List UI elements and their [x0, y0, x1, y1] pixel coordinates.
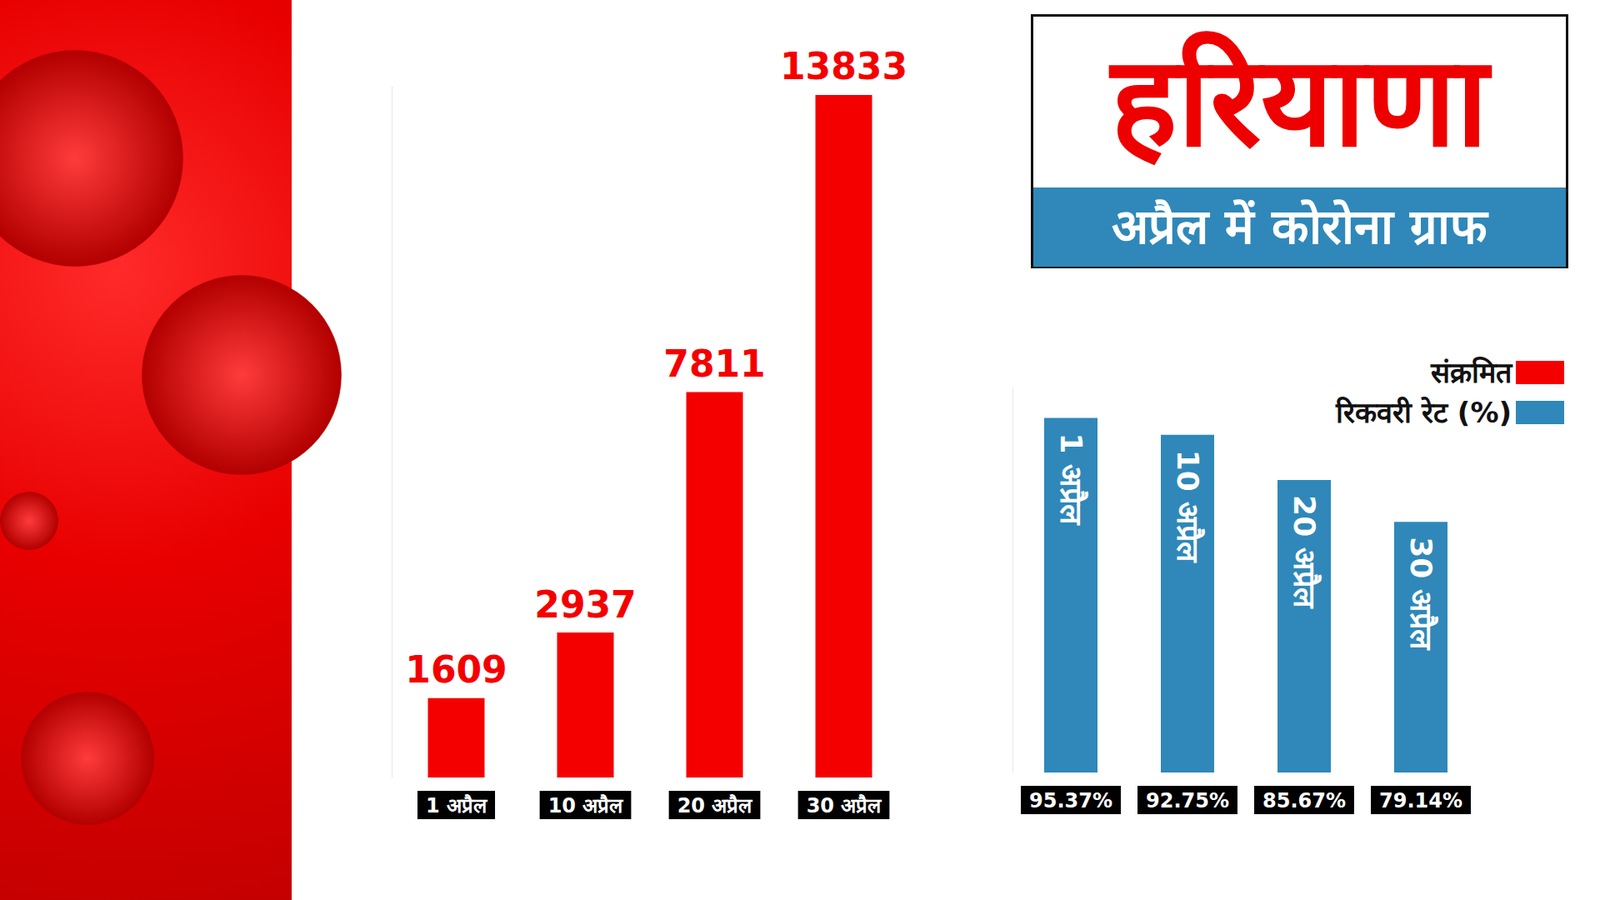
svg-text:2937: 2937 — [534, 583, 636, 626]
svg-text:10 अप्रैल: 10 अप्रैल — [1170, 450, 1205, 565]
svg-text:13833: 13833 — [780, 45, 908, 88]
svg-text:संक्रमित: संक्रमित — [1430, 355, 1514, 390]
svg-text:79.14%: 79.14% — [1379, 789, 1463, 813]
svg-text:20 अप्रैल: 20 अप्रैल — [677, 794, 755, 818]
svg-text:7811: 7811 — [663, 342, 765, 385]
html-text:अप्रैल में कोरोना ग्राफ: अप्रैल में कोरोना ग्राफ — [1111, 198, 1488, 255]
svg-text:95.37%: 95.37% — [1029, 789, 1113, 813]
html-text:हरियाणा: हरियाणा — [1110, 29, 1489, 175]
svg-text:रिकवरी रेट (%): रिकवरी रेट (%) — [1335, 395, 1512, 430]
svg-text:20 अप्रैल: 20 अप्रैल — [1287, 495, 1322, 610]
svg-text:85.67%: 85.67% — [1262, 789, 1346, 813]
svg-text:92.75%: 92.75% — [1145, 789, 1230, 813]
svg-text:1 अप्रैल: 1 अप्रैल — [1054, 433, 1089, 527]
svg-text:10 अप्रैल: 10 अप्रैल — [548, 794, 625, 818]
svg-text:30 अप्रैल: 30 अप्रैल — [806, 794, 884, 818]
svg-text:1 अप्रैल: 1 अप्रैल — [425, 794, 489, 818]
svg-text:30 अप्रैल: 30 अप्रैल — [1404, 536, 1439, 651]
svg-text:1609: 1609 — [405, 648, 507, 691]
